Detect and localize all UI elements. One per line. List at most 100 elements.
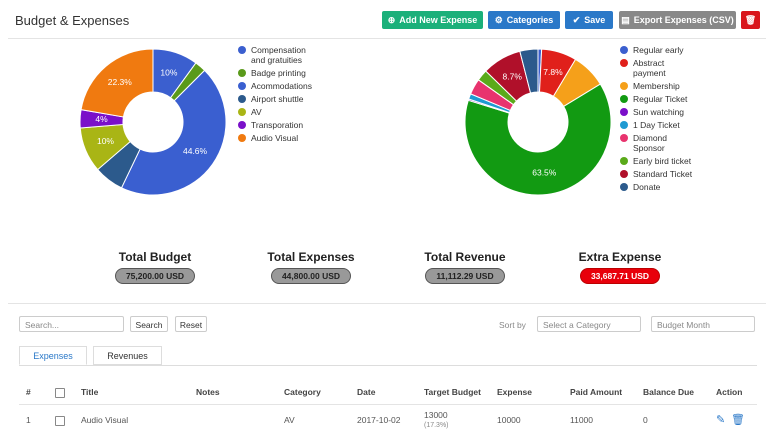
legend-swatch <box>238 82 246 90</box>
total: Extra Expense 33,687.71 USD <box>560 250 680 284</box>
legend-label: 1 Day Ticket <box>633 120 680 130</box>
legend-item: 1 Day Ticket <box>620 120 698 130</box>
legend-swatch <box>620 95 628 103</box>
column-header: Balance Due <box>643 387 695 397</box>
legend-swatch <box>238 134 246 142</box>
total: Total Expenses 44,800.00 USD <box>251 250 371 284</box>
slice <box>80 48 154 118</box>
legend-label: Transporation <box>251 120 304 130</box>
legend-swatch <box>238 121 246 129</box>
budget-donut: 10% 44.6% 10% 4% 22.3% <box>79 48 227 196</box>
button-label: Add New Expense <box>399 15 478 25</box>
legend-swatch <box>620 46 628 54</box>
legend-item: Abstract payment <box>620 58 698 78</box>
legend-swatch <box>620 59 628 67</box>
cell: AV <box>284 415 295 425</box>
legend-label: Regular early <box>633 45 684 55</box>
total: Total Budget 75,200.00 USD <box>95 250 215 284</box>
legend-swatch <box>238 108 246 116</box>
legend-label: Donate <box>633 182 661 192</box>
sort-label: Sort by <box>499 320 526 330</box>
legend-swatch <box>620 170 628 178</box>
cell: 2017-10-02 <box>357 415 401 425</box>
button-label: Save <box>584 15 606 25</box>
cell: 1 <box>26 415 31 425</box>
legend-label: Sun watching <box>633 107 685 117</box>
edit-icon[interactable]: ✎ <box>716 414 726 426</box>
legend-swatch <box>620 82 628 90</box>
legend-item: Donate <box>620 182 698 192</box>
slice-label: 10% <box>97 136 114 146</box>
legend: Compensation and gratuities Badge printin… <box>238 45 318 146</box>
save-button[interactable]: ✔ Save <box>565 11 613 29</box>
total-value: 44,800.00 USD <box>270 268 352 284</box>
slice-label: 63.5% <box>532 167 557 177</box>
category-select[interactable]: Select a Category <box>537 316 641 332</box>
legend-swatch <box>620 108 628 116</box>
legend-item: Standard Ticket <box>620 169 698 179</box>
legend-item: Membership <box>620 81 698 91</box>
legend-swatch <box>620 157 628 165</box>
cell: Audio Visual <box>81 415 129 425</box>
total-value: 75,200.00 USD <box>114 268 196 284</box>
month-input[interactable]: Budget Month <box>651 316 755 332</box>
legend-label: Badge printing <box>251 68 306 78</box>
search-button[interactable]: Search <box>130 316 168 332</box>
column-header: Category <box>284 387 321 397</box>
legend-item: Sun watching <box>620 107 698 117</box>
slice <box>464 83 612 196</box>
legend-label: AV <box>251 107 262 117</box>
tab-active[interactable]: Expenses <box>19 346 87 365</box>
reset-button[interactable]: Reset <box>175 316 207 332</box>
page-title: Budget & Expenses <box>15 13 130 28</box>
tab[interactable]: Revenues <box>93 346 162 365</box>
row-divider <box>19 404 757 405</box>
legend-item: Badge printing <box>238 68 318 78</box>
legend-item: Airport shuttle <box>238 94 318 104</box>
legend-item: Regular early <box>620 45 698 55</box>
cell: 13000 <box>424 410 448 420</box>
cell-note: (17.3%) <box>424 422 449 429</box>
legend-item: AV <box>238 107 318 117</box>
legend-label: Acommodations <box>251 81 312 91</box>
tab-border <box>19 365 757 366</box>
total: Total Revenue 11,112.29 USD <box>405 250 525 284</box>
column-header: # <box>26 387 31 397</box>
slice-label: 4% <box>95 114 108 124</box>
legend-item: Audio Visual <box>238 133 318 143</box>
add-expense-button[interactable]: ⊕ Add New Expense <box>382 11 483 29</box>
slice <box>120 69 227 196</box>
column-header: Action <box>716 387 743 397</box>
cell: 0 <box>643 415 648 425</box>
checkbox[interactable] <box>55 416 65 426</box>
legend-label: Abstract payment <box>633 58 666 78</box>
legend-label: Diamond Sponsor <box>633 133 668 153</box>
slice-label: 10% <box>160 67 177 77</box>
legend-swatch <box>238 69 246 77</box>
slice-label: 22.3% <box>108 77 133 87</box>
legend-label: Membership <box>633 81 680 91</box>
divider <box>8 38 766 39</box>
checkbox[interactable] <box>55 388 65 398</box>
total-label: Extra Expense <box>578 250 662 264</box>
column-header: Notes <box>196 387 220 397</box>
column-header: Date <box>357 387 376 397</box>
legend-label: Audio Visual <box>251 133 299 143</box>
delete-button[interactable]: 🗑 <box>741 11 760 29</box>
slice-label: 8.7% <box>503 72 523 82</box>
slice <box>519 48 539 94</box>
search-input[interactable]: Search... <box>19 316 124 332</box>
legend-item: Compensation and gratuities <box>238 45 318 65</box>
export-button[interactable]: ▤ Export Expenses (CSV) <box>619 11 736 29</box>
legend-label: Regular Ticket <box>633 94 688 104</box>
legend-swatch <box>620 134 628 142</box>
slice-label: 44.6% <box>183 146 208 156</box>
legend-swatch <box>620 121 628 129</box>
total-value: 11,112.29 USD <box>425 268 505 284</box>
cell: 11000 <box>570 415 594 425</box>
legend-swatch <box>238 46 246 54</box>
delete-icon[interactable]: 🗑 <box>731 414 745 426</box>
categories-button[interactable]: ⚙ Categories <box>488 11 560 29</box>
slice-label: 7.8% <box>543 67 563 77</box>
